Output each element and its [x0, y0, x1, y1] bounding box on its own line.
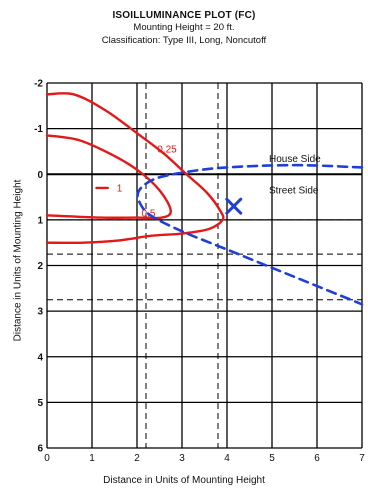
- isoline-label-1: 1: [117, 183, 123, 194]
- y-tick-label: 4: [37, 352, 43, 363]
- isoline-0.25: [45, 92, 225, 245]
- x-tick-label: 3: [179, 453, 185, 464]
- x-axis-label: Distance in Units of Mounting Height: [103, 475, 265, 486]
- x-tick-label: 1: [89, 453, 95, 464]
- y-axis-label: Distance in Units of Mounting Height: [12, 179, 24, 342]
- chart-title: ISOILLUMINANCE PLOT (FC): [112, 10, 256, 21]
- y-tick-label: -1: [34, 124, 43, 135]
- y-tick-label: -2: [34, 79, 43, 90]
- y-tick-label: 3: [37, 307, 43, 318]
- y-tick-label: 6: [37, 444, 43, 455]
- annotation-layer: House Side Street Side: [225, 154, 321, 215]
- street-side-label: Street Side: [269, 186, 319, 197]
- house-side-label: House Side: [269, 154, 321, 165]
- x-tick-label: 5: [269, 453, 275, 464]
- x-tick-label: 0: [44, 453, 50, 464]
- series-layer: 0.250.51: [45, 92, 364, 306]
- chart-subtitle-mounting-height: Mounting Height = 20 ft.: [133, 22, 235, 33]
- grid: [46, 82, 363, 449]
- y-tick-label: 2: [37, 261, 43, 272]
- x-tick-label: 7: [359, 453, 365, 464]
- curb-line: [136, 163, 364, 306]
- x-tick-label: 4: [224, 453, 230, 464]
- tick-labels: 0 1 2 3 4 5 6 7 -2 -1 0 1 2 3 4 5 6: [34, 79, 365, 465]
- x-tick-label: 2: [134, 453, 140, 464]
- y-tick-label: 0: [37, 170, 43, 181]
- luminaire-marker: [225, 197, 243, 215]
- chart-subtitle-classification: Classification: Type III, Long, Noncutof…: [101, 35, 267, 46]
- isoline-label-0.25: 0.25: [157, 145, 177, 156]
- y-tick-label: 1: [37, 215, 43, 226]
- x-tick-label: 6: [314, 453, 320, 464]
- y-tick-label: 5: [37, 398, 43, 409]
- isoline-0.5: [45, 134, 172, 220]
